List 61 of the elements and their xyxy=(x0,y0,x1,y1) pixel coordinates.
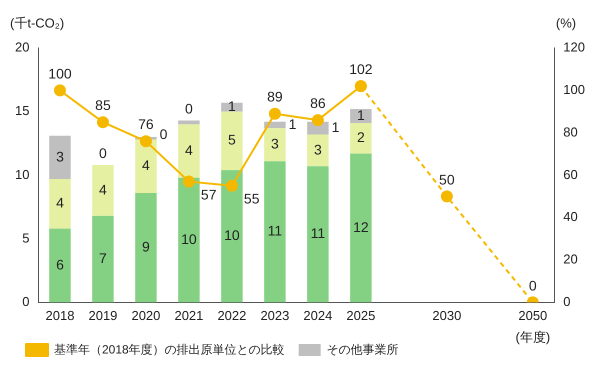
y-tick-label: 0 xyxy=(22,294,30,309)
data-label: 76 xyxy=(138,116,154,132)
data-label: 86 xyxy=(310,94,326,111)
data-label: 9 xyxy=(142,238,150,255)
data-label: 55 xyxy=(244,190,260,207)
data-label: 57 xyxy=(200,186,217,202)
y2-tick-label: 80 xyxy=(563,124,578,140)
x-tick-label: 2019 xyxy=(88,308,118,323)
y2-tick-label: 100 xyxy=(563,82,586,97)
data-label: 89 xyxy=(267,88,283,105)
data-label: 4 xyxy=(99,181,108,198)
data-label: 0 xyxy=(528,277,537,294)
data-label: 100 xyxy=(48,65,72,82)
data-label: 85 xyxy=(95,97,111,114)
legend-label: 基準年（2018年度）の排出原単位との比較 xyxy=(54,342,285,356)
legend-label: その他事業所 xyxy=(326,342,399,356)
y2-tick-label: 120 xyxy=(563,40,586,55)
y2-tick-label: 40 xyxy=(563,209,578,224)
data-label: 4 xyxy=(142,157,150,174)
data-label: 11 xyxy=(310,225,326,242)
data-label: 12 xyxy=(353,218,369,235)
x-tick-label: 2022 xyxy=(217,308,246,323)
y2-tick-label: 60 xyxy=(563,166,578,182)
x-tick-label: 2050 xyxy=(518,308,548,323)
x-tick-label: 2030 xyxy=(432,308,462,323)
data-label: 50 xyxy=(439,171,455,188)
data-label: 1 xyxy=(356,106,365,123)
x-tick-label: 2021 xyxy=(174,308,204,323)
x-tick-label: 2025 xyxy=(346,308,376,323)
data-label: 5 xyxy=(228,132,236,148)
data-label: 102 xyxy=(349,61,373,78)
y-tick-label: 20 xyxy=(14,40,30,55)
y2-tick-label: 20 xyxy=(563,252,578,267)
y2-tick-label: 0 xyxy=(563,294,571,309)
data-label: 1 xyxy=(228,98,236,114)
y2-axis-title: (%) xyxy=(556,16,576,31)
x-tick-label: 2024 xyxy=(303,308,332,323)
data-label: 1 xyxy=(288,116,297,132)
data-label: 0 xyxy=(99,144,108,161)
y-axis-title: (千t-CO₂) xyxy=(10,16,64,31)
y-tick-label: 15 xyxy=(14,103,30,118)
data-label: 6 xyxy=(56,256,64,272)
data-label: 10 xyxy=(181,230,197,247)
data-label: 1 xyxy=(332,118,340,135)
data-label: 0 xyxy=(185,100,194,116)
data-label: 0 xyxy=(160,126,168,142)
data-label: 11 xyxy=(268,222,282,239)
x-tick-label: 2020 xyxy=(131,308,160,323)
data-label: 4 xyxy=(56,194,64,211)
data-label: 10 xyxy=(224,227,240,244)
data-label: 4 xyxy=(185,142,194,158)
data-label: 2 xyxy=(356,129,365,146)
data-label: 7 xyxy=(99,250,108,266)
y-tick-label: 10 xyxy=(14,166,30,182)
data-label: 3 xyxy=(56,148,64,164)
x-tick-label: 2023 xyxy=(260,308,290,323)
y-tick-label: 5 xyxy=(22,230,30,246)
data-label: 3 xyxy=(270,136,279,152)
x-axis-title: (年度) xyxy=(515,330,550,345)
data-label: 3 xyxy=(314,141,322,158)
x-tick-label: 2018 xyxy=(45,308,74,323)
